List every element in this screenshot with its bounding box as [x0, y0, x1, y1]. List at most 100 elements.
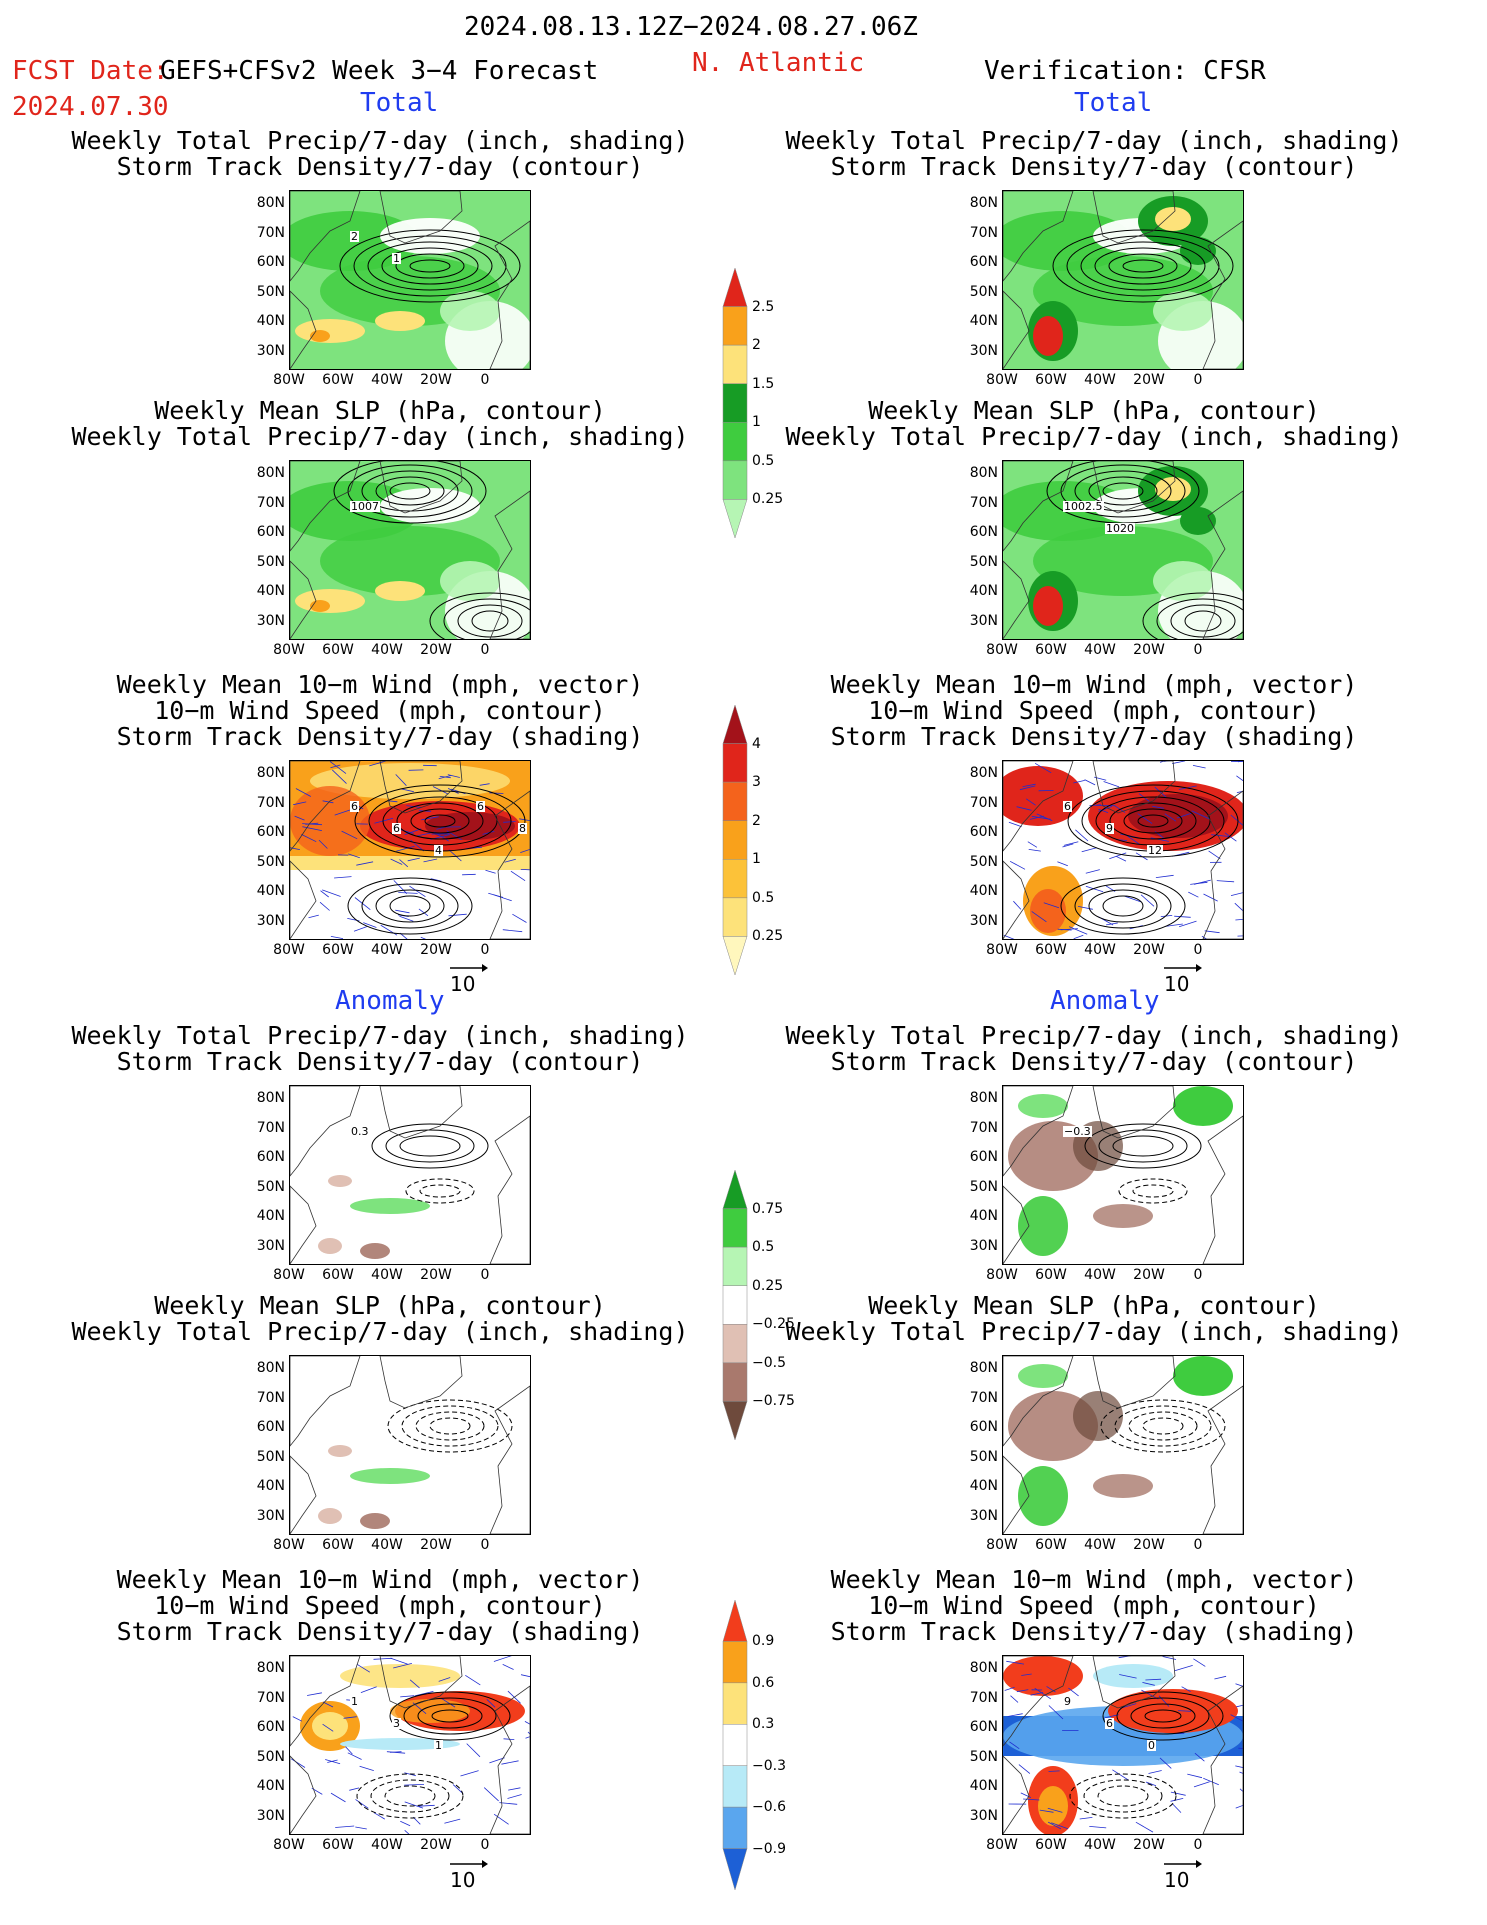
lat-tick-label: 70N — [256, 794, 285, 811]
lat-tick-label: 40N — [969, 1208, 998, 1224]
panel-title-line: 10−m Wind Speed (mph, contour) — [154, 1591, 606, 1620]
lon-tick-label: 60W — [322, 642, 354, 658]
lon-tick-label: 40W — [1084, 942, 1116, 958]
lat-tick-label: 40N — [256, 1208, 285, 1224]
lon-tick-label: 0 — [480, 372, 490, 388]
contour-label: 1 — [350, 1695, 359, 1708]
lat-tick-label: 40N — [969, 313, 998, 329]
lon-tick-label: 80W — [986, 1267, 1018, 1283]
region-label: N. Atlantic — [692, 48, 865, 78]
lon-tick-label: 80W — [273, 942, 305, 958]
contour-label: 1002.5 — [1063, 500, 1104, 513]
contour-label: 1 — [392, 252, 401, 265]
lon-tick-label: 0 — [1193, 1837, 1203, 1853]
lon-tick-label: 60W — [322, 1837, 354, 1853]
lat-tick-label: 50N — [256, 1178, 285, 1195]
vector-scale-key: 10 — [1162, 960, 1202, 996]
lon-tick-label: 20W — [1133, 1267, 1165, 1283]
vector-scale-key: 10 — [1162, 1856, 1202, 1892]
lon-tick-label: 60W — [1035, 372, 1067, 388]
panel-title-line: Weekly Mean SLP (hPa, contour) — [154, 396, 606, 425]
map-panel: 6 9 12 — [1002, 760, 1244, 940]
colorbar-tick-label: 0.9 — [752, 1633, 775, 1650]
lat-tick-label: 30N — [256, 1237, 285, 1254]
lon-tick-label: 0 — [1193, 642, 1203, 658]
panel-title-line: 10−m Wind Speed (mph, contour) — [868, 696, 1320, 725]
colorbar-tick-label: 0.5 — [752, 1239, 775, 1256]
panel-title-line: Weekly Mean 10−m Wind (mph, vector) — [830, 1565, 1358, 1594]
panel-title-line: Weekly Mean 10−m Wind (mph, vector) — [116, 670, 644, 699]
contour-label: 12 — [1147, 844, 1163, 857]
lon-tick-label: 80W — [986, 372, 1018, 388]
colorbar-tick-label: 1 — [752, 851, 761, 868]
panel-title-line: Weekly Mean 10−m Wind (mph, vector) — [830, 670, 1358, 699]
lat-tick-label: 80N — [969, 195, 998, 211]
valid-period: 2024.08.13.12Z−2024.08.27.06Z — [464, 12, 918, 42]
lon-tick-label: 0 — [1193, 1267, 1203, 1283]
lon-tick-label: 80W — [986, 1537, 1018, 1553]
lat-tick-label: 70N — [256, 494, 285, 511]
vector-arrow-icon — [450, 964, 488, 972]
lat-tick-label: 50N — [969, 553, 998, 570]
lon-tick-label: 40W — [371, 372, 403, 388]
lat-tick-label: 70N — [256, 1689, 285, 1706]
colorbar — [722, 268, 748, 539]
panel-title-line: Weekly Total Precip/7-day (inch, shading… — [785, 1317, 1403, 1346]
contour-label: 9 — [1063, 1695, 1072, 1708]
contour-label: 2 — [350, 230, 359, 243]
lat-tick-label: 50N — [256, 1748, 285, 1765]
lat-tick-label: 60N — [969, 824, 998, 840]
lat-tick-label: 60N — [256, 1419, 285, 1435]
map-field — [1003, 1356, 1243, 1534]
colorbar-tick-label: 0.5 — [752, 889, 775, 906]
lon-tick-label: 40W — [371, 642, 403, 658]
vector-arrow-icon — [450, 1860, 488, 1868]
model-label: GEFS+CFSv2 Week 3−4 Forecast — [160, 56, 599, 86]
contour-label: 0.3 — [350, 1125, 370, 1138]
contour-label: 0 — [1147, 1739, 1156, 1752]
lon-tick-label: 20W — [420, 1837, 452, 1853]
lon-tick-label: 40W — [1084, 1267, 1116, 1283]
map-field — [1003, 191, 1243, 369]
lon-tick-label: 0 — [1193, 1537, 1203, 1553]
lon-tick-label: 20W — [1133, 372, 1165, 388]
lat-tick-label: 80N — [969, 465, 998, 481]
lon-tick-label: 0 — [1193, 942, 1203, 958]
lon-tick-label: 40W — [371, 942, 403, 958]
lat-tick-label: 60N — [969, 524, 998, 540]
lon-tick-label: 60W — [322, 942, 354, 958]
colorbar-tick-label: −0.6 — [752, 1799, 786, 1816]
colorbar-tick-label: 3 — [752, 774, 761, 791]
panel-title-line: Weekly Total Precip/7-day (inch, shading… — [785, 1021, 1403, 1050]
lon-tick-label: 60W — [1035, 942, 1067, 958]
contour-label: 6 — [392, 822, 401, 835]
colorbar — [722, 1600, 748, 1891]
panel-title-line: Weekly Total Precip/7-day (inch, shading… — [71, 126, 689, 155]
lat-tick-label: 30N — [969, 342, 998, 359]
panel-title-line: Weekly Total Precip/7-day (inch, shading… — [71, 1317, 689, 1346]
lon-tick-label: 20W — [420, 642, 452, 658]
panel-title-line: Storm Track Density/7-day (shading) — [830, 1617, 1358, 1646]
colorbar-tick-label: 2 — [752, 337, 761, 354]
colorbar-tick-label: 2 — [752, 812, 761, 829]
contour-label: 6 — [350, 800, 359, 813]
lat-tick-label: 70N — [969, 1119, 998, 1136]
colorbar-tick-label: 4 — [752, 735, 761, 752]
contour-label: 1007 — [350, 500, 380, 513]
lat-tick-label: 70N — [256, 1389, 285, 1406]
verification-label: Verification: CFSR — [984, 56, 1266, 86]
lat-tick-label: 60N — [969, 254, 998, 270]
vector-scale-key: 10 — [448, 960, 488, 996]
lon-tick-label: 80W — [273, 1267, 305, 1283]
lon-tick-label: 60W — [322, 1267, 354, 1283]
lon-tick-label: 80W — [986, 942, 1018, 958]
lat-tick-label: 30N — [256, 912, 285, 929]
map-panel — [289, 1355, 531, 1535]
map-field — [1003, 1656, 1243, 1834]
lat-tick-label: 40N — [256, 1778, 285, 1794]
panel-title-line: Storm Track Density/7-day (contour) — [830, 1047, 1358, 1076]
lat-tick-label: 80N — [969, 765, 998, 781]
colorbar-tick-label: 0.3 — [752, 1716, 775, 1733]
panel-title-line: Weekly Mean 10−m Wind (mph, vector) — [116, 1565, 644, 1594]
lat-tick-label: 60N — [256, 254, 285, 270]
